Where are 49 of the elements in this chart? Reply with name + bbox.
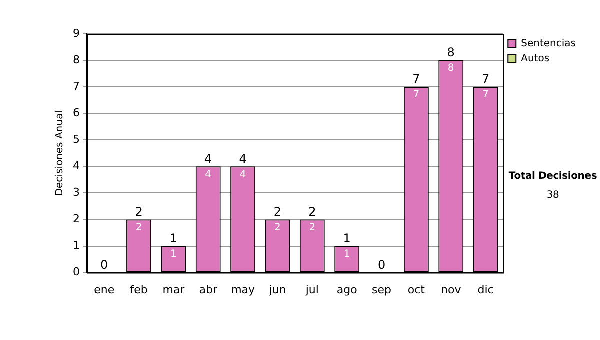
total-label: 2 [274, 204, 282, 219]
y-tick-label: 2 [73, 212, 80, 226]
legend-label: Sentencias [521, 38, 576, 50]
y-tick-label: 9 [73, 26, 80, 40]
data-label: 2 [274, 222, 281, 234]
x-tick-label: oct [408, 283, 426, 296]
data-label: 4 [205, 169, 212, 180]
y-tick-label: 7 [73, 80, 80, 93]
x-tick-label: ago [336, 283, 358, 296]
legend-label: Autos [521, 54, 550, 65]
data-label: 7 [413, 90, 420, 101]
total-label: 1 [343, 231, 351, 246]
x-tick-label: may [231, 283, 256, 296]
data-label: 1 [170, 248, 177, 260]
total-label: 7 [482, 72, 490, 86]
x-tick-label: dic [478, 283, 494, 296]
text: 38 [546, 190, 560, 201]
text: Total Decisiones [508, 171, 598, 182]
total-label: 2 [308, 204, 316, 219]
data-label: 2 [136, 222, 142, 234]
data-label: 4 [240, 169, 246, 180]
data-label: 2 [309, 222, 316, 234]
total-label: 8 [447, 46, 455, 60]
total-label: 7 [412, 72, 420, 86]
y-tick-label: 8 [73, 53, 80, 66]
data-label: 1 [344, 248, 350, 260]
y-tick-label: 4 [73, 160, 80, 173]
y-tick-label: 3 [73, 186, 80, 200]
total-label: 4 [204, 152, 212, 166]
total-label: 0 [378, 258, 386, 272]
data-label: 8 [448, 63, 454, 74]
x-tick-label: feb [130, 283, 148, 296]
total-label: 2 [135, 204, 143, 219]
x-tick-label: abr [199, 283, 218, 296]
total-label: 4 [239, 152, 247, 166]
data-label: 7 [482, 90, 489, 101]
y-tick-label: 6 [73, 106, 80, 120]
y-tick-label: 5 [73, 132, 80, 146]
total-label: 0 [100, 258, 108, 272]
y-tick-label: 1 [73, 239, 80, 252]
x-tick-label: jul [304, 283, 319, 296]
y-tick-label: 0 [73, 266, 80, 279]
total-label: 1 [170, 231, 178, 246]
y-axis-title: Decisiones Anual [54, 110, 66, 196]
x-tick-label: ene [94, 283, 115, 296]
x-tick-label: sep [372, 283, 392, 296]
x-tick-label: nov [441, 283, 462, 296]
x-tick-label: jun [268, 283, 286, 296]
x-tick-label: mar [162, 283, 186, 296]
